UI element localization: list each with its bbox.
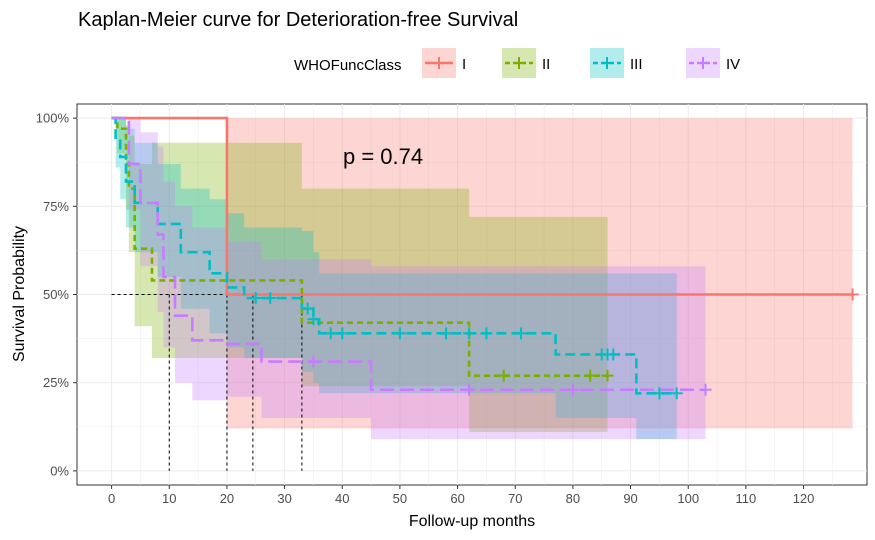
y-axis-title: Survival Probability	[11, 226, 28, 362]
survival-curve-I	[111, 116, 853, 296]
legend-label: II	[542, 56, 550, 73]
y-tick-label: 25%	[43, 375, 69, 390]
confidence-band-I	[111, 118, 853, 429]
confidence-band-II	[111, 118, 608, 433]
censor-mark-III	[670, 387, 683, 400]
x-tick-label: 30	[277, 491, 291, 506]
legend-label: IV	[726, 56, 740, 73]
x-tick-label: 60	[450, 491, 464, 506]
survival-curve-IV	[111, 116, 706, 392]
x-tick-label: 20	[220, 491, 234, 506]
x-tick-label: 110	[736, 491, 757, 506]
x-tick-label: 50	[393, 491, 407, 506]
legend-label: I	[462, 56, 466, 73]
legend: WHOFuncClass I II III IV	[294, 48, 740, 78]
survival-curve-III	[111, 116, 677, 395]
x-tick-label: 90	[623, 491, 637, 506]
x-tick-label: 120	[793, 491, 815, 506]
censor-mark-III	[515, 327, 528, 340]
confidence-band-IV	[111, 118, 706, 440]
censor-mark-III	[440, 327, 453, 340]
y-tick-label: 0%	[50, 463, 69, 478]
x-axis-title: Follow-up months	[409, 513, 535, 530]
censor-mark-III	[249, 292, 262, 305]
survival-curve-II	[111, 116, 608, 377]
confidence-band-III	[111, 118, 677, 440]
censor-mark-IV	[699, 383, 712, 396]
censor-mark-III	[307, 313, 320, 326]
x-axis: 0 10 20 30 40 50 60 70 80 90 100 110 120	[108, 485, 814, 506]
survival-curves	[111, 116, 853, 395]
y-tick-label: 75%	[43, 199, 69, 214]
censor-mark-III	[324, 327, 337, 340]
p-value-annotation: p = 0.74	[343, 144, 423, 169]
censor-mark-III	[264, 292, 277, 305]
censor-mark-III	[393, 327, 406, 340]
x-tick-label: 10	[162, 491, 176, 506]
censor-mark-III	[301, 302, 314, 315]
censor-mark-II	[601, 369, 614, 382]
x-tick-label: 100	[677, 491, 699, 506]
legend-item-III: III	[590, 48, 643, 78]
censor-mark-III	[480, 327, 493, 340]
censor-mark-II	[497, 369, 510, 382]
confidence-bands	[111, 118, 853, 440]
x-tick-label: 0	[108, 491, 115, 506]
chart-title: Kaplan-Meier curve for Deterioration-fre…	[78, 9, 518, 31]
legend-title: WHOFuncClass	[294, 57, 402, 74]
censor-mark-IV	[566, 383, 579, 396]
censor-mark-III	[653, 387, 666, 400]
x-tick-label: 80	[566, 491, 580, 506]
y-axis: 0% 25% 50% 75% 100%	[36, 111, 77, 478]
censor-mark-I	[846, 288, 859, 301]
legend-item-II: II	[502, 48, 550, 78]
legend-item-IV: IV	[686, 48, 740, 78]
censor-mark-II	[584, 369, 597, 382]
x-tick-label: 70	[508, 491, 522, 506]
censor-mark-IV	[463, 383, 476, 396]
censor-marks	[249, 288, 859, 400]
legend-label: III	[630, 56, 643, 73]
y-tick-label: 100%	[36, 111, 70, 126]
y-tick-label: 50%	[43, 287, 69, 302]
censor-mark-III	[607, 348, 620, 361]
x-tick-label: 40	[335, 491, 349, 506]
legend-item-I: I	[422, 48, 466, 78]
censor-mark-III	[463, 327, 476, 340]
censor-mark-IV	[307, 355, 320, 368]
censor-mark-III	[336, 327, 349, 340]
